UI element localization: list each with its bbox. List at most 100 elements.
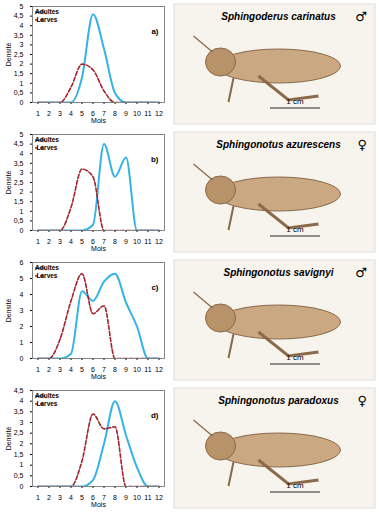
svg-text:2,5: 2,5 — [14, 179, 24, 186]
svg-text:1,5: 1,5 — [14, 70, 24, 77]
svg-text:6: 6 — [20, 259, 24, 266]
svg-text:1 cm: 1 cm — [286, 481, 304, 490]
svg-text:9: 9 — [124, 366, 128, 373]
svg-text:2: 2 — [47, 238, 51, 245]
svg-text:10: 10 — [133, 238, 141, 245]
svg-text:5: 5 — [80, 494, 84, 501]
svg-text:Densité: Densité — [5, 299, 12, 323]
svg-text:4: 4 — [20, 22, 24, 29]
svg-text:11: 11 — [144, 366, 151, 373]
svg-text:0,5: 0,5 — [14, 472, 24, 479]
svg-text:1 cm: 1 cm — [286, 353, 304, 362]
svg-text:4,5: 4,5 — [14, 387, 24, 394]
svg-text:Adultes: Adultes — [35, 264, 59, 271]
svg-text:2,5: 2,5 — [14, 429, 24, 436]
svg-text:Sphingonotus savignyi: Sphingonotus savignyi — [223, 267, 333, 278]
svg-text:1: 1 — [20, 208, 24, 215]
svg-text:b): b) — [151, 155, 159, 164]
svg-text:2: 2 — [20, 440, 24, 447]
svg-text:Larves: Larves — [37, 400, 58, 407]
svg-text:1 cm: 1 cm — [286, 225, 304, 234]
svg-text:2: 2 — [47, 366, 51, 373]
svg-text:♂: ♂ — [355, 9, 367, 24]
svg-text:Mois: Mois — [91, 501, 106, 508]
svg-text:5: 5 — [80, 110, 84, 117]
svg-text:Sphingonotus azurescens: Sphingonotus azurescens — [216, 139, 341, 150]
svg-text:12: 12 — [155, 366, 163, 373]
svg-text:3,5: 3,5 — [14, 160, 24, 167]
svg-text:8: 8 — [113, 494, 117, 501]
svg-text:3,5: 3,5 — [14, 32, 24, 39]
svg-text:3: 3 — [20, 419, 24, 426]
svg-text:5: 5 — [20, 275, 24, 282]
svg-text:3: 3 — [58, 494, 62, 501]
svg-text:d): d) — [151, 411, 159, 420]
svg-text:♀: ♀ — [357, 137, 367, 152]
svg-text:10: 10 — [133, 366, 141, 373]
svg-text:11: 11 — [144, 110, 151, 117]
svg-text:5: 5 — [20, 3, 24, 10]
svg-text:8: 8 — [113, 110, 117, 117]
svg-text:4: 4 — [69, 494, 73, 501]
svg-text:12: 12 — [155, 110, 163, 117]
svg-text:4: 4 — [20, 150, 24, 157]
svg-text:Sphingonotus paradoxus: Sphingonotus paradoxus — [218, 395, 339, 406]
svg-text:3: 3 — [58, 110, 62, 117]
svg-text:3: 3 — [20, 169, 24, 176]
svg-text:Sphingoderus carinatus: Sphingoderus carinatus — [221, 11, 336, 22]
svg-text:12: 12 — [155, 238, 163, 245]
svg-text:2: 2 — [20, 323, 24, 330]
svg-text:Densité: Densité — [5, 427, 12, 451]
svg-text:8: 8 — [113, 238, 117, 245]
svg-text:Densité: Densité — [5, 171, 12, 195]
svg-text:0: 0 — [20, 483, 24, 490]
svg-text:1,5: 1,5 — [14, 198, 24, 205]
svg-text:5: 5 — [80, 366, 84, 373]
svg-text:4: 4 — [20, 291, 24, 298]
svg-text:Adultes: Adultes — [35, 392, 59, 399]
svg-text:3,5: 3,5 — [14, 408, 24, 415]
svg-text:10: 10 — [133, 494, 141, 501]
svg-text:4,5: 4,5 — [14, 12, 24, 19]
svg-text:2: 2 — [47, 494, 51, 501]
svg-text:1: 1 — [36, 238, 40, 245]
svg-text:5: 5 — [80, 238, 84, 245]
svg-text:Larves: Larves — [37, 272, 58, 279]
svg-text:1: 1 — [36, 366, 40, 373]
svg-text:9: 9 — [124, 238, 128, 245]
svg-text:2,5: 2,5 — [14, 51, 24, 58]
svg-text:5: 5 — [20, 131, 24, 138]
svg-text:3: 3 — [58, 238, 62, 245]
svg-text:1 cm: 1 cm — [286, 97, 304, 106]
svg-text:4: 4 — [69, 110, 73, 117]
svg-text:Larves: Larves — [37, 144, 58, 151]
svg-text:9: 9 — [124, 494, 128, 501]
svg-text:a): a) — [151, 27, 158, 36]
svg-text:0: 0 — [20, 227, 24, 234]
svg-text:4,5: 4,5 — [14, 140, 24, 147]
svg-text:4: 4 — [69, 366, 73, 373]
svg-text:0: 0 — [20, 355, 24, 362]
svg-text:1: 1 — [20, 80, 24, 87]
svg-text:1: 1 — [36, 110, 40, 117]
svg-text:11: 11 — [144, 494, 151, 501]
svg-text:9: 9 — [124, 110, 128, 117]
svg-text:Densité: Densité — [5, 43, 12, 67]
svg-text:10: 10 — [133, 110, 141, 117]
svg-text:c): c) — [151, 283, 158, 292]
svg-text:Larves: Larves — [37, 16, 58, 23]
svg-text:2: 2 — [47, 110, 51, 117]
svg-text:Mois: Mois — [91, 373, 106, 380]
svg-text:1: 1 — [36, 494, 40, 501]
svg-text:1: 1 — [20, 339, 24, 346]
svg-text:♀: ♀ — [357, 393, 367, 408]
svg-text:8: 8 — [113, 366, 117, 373]
svg-text:0,5: 0,5 — [14, 217, 24, 224]
svg-text:2: 2 — [20, 188, 24, 195]
svg-text:♂: ♂ — [355, 265, 367, 280]
svg-text:4: 4 — [69, 238, 73, 245]
svg-text:0: 0 — [20, 99, 24, 106]
svg-text:3: 3 — [20, 41, 24, 48]
svg-text:Mois: Mois — [91, 117, 106, 124]
svg-text:4: 4 — [20, 397, 24, 404]
